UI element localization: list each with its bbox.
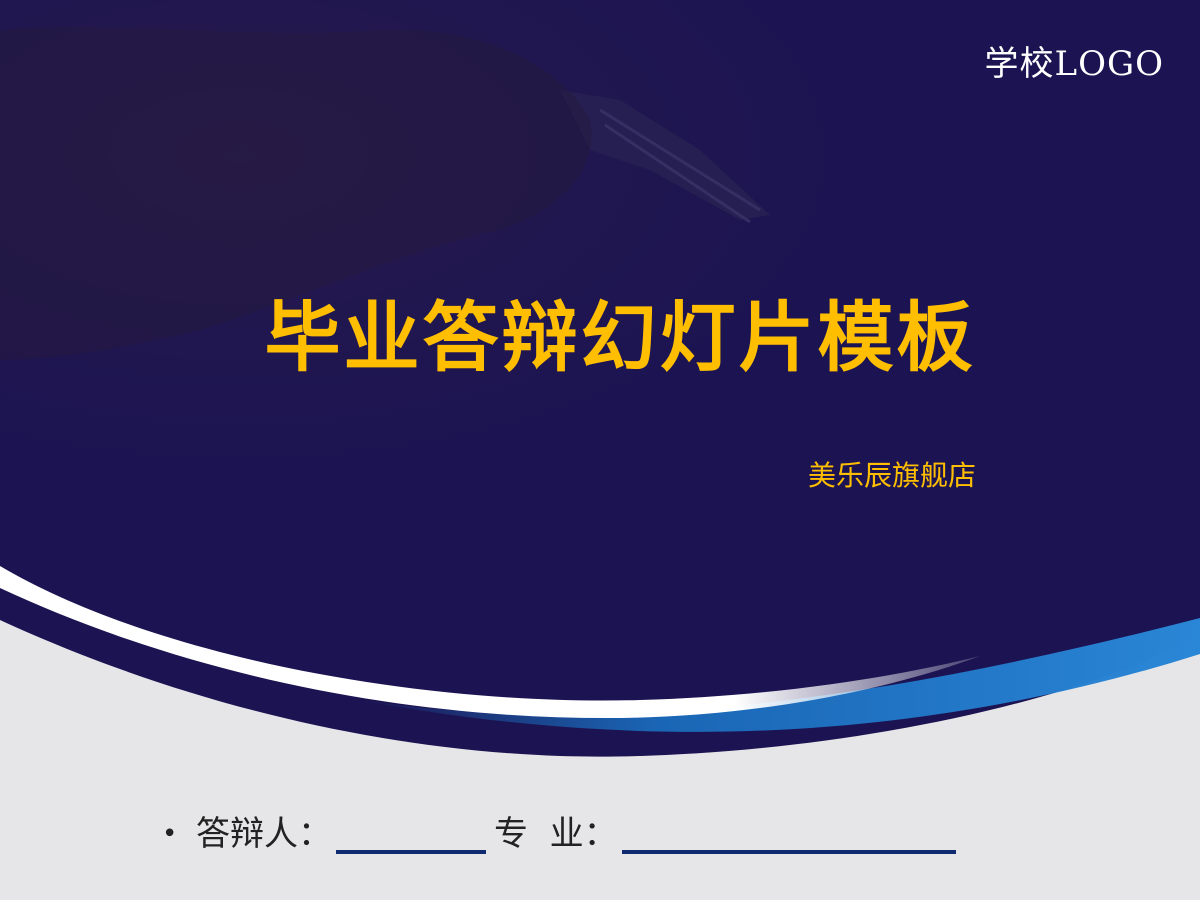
presenter-label: 答辩人： bbox=[196, 814, 332, 854]
blue-swoosh bbox=[360, 618, 1200, 732]
major-blank-line bbox=[621, 814, 956, 854]
pen-tip-lines bbox=[599, 108, 761, 224]
major-label: 专 业： bbox=[494, 814, 618, 854]
hand-shape bbox=[0, 27, 592, 360]
presenter-blank-line bbox=[336, 814, 486, 854]
bullet-point: • bbox=[162, 819, 178, 849]
pen-shape bbox=[560, 90, 770, 220]
slide-subtitle: 美乐辰旗舰店 bbox=[808, 459, 977, 492]
defense-info-line: • 答辩人： 专 业： bbox=[162, 806, 964, 854]
slide-title: 毕业答辩幻灯片模板 bbox=[264, 293, 976, 382]
school-logo-text: 学校LOGO bbox=[984, 44, 1164, 84]
